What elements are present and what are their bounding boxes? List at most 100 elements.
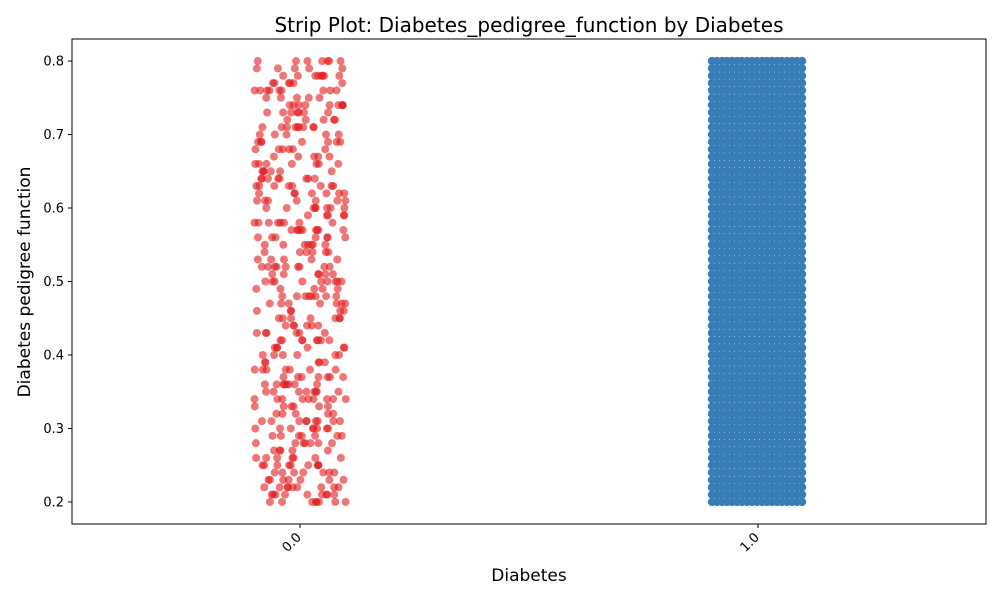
data-point xyxy=(323,395,332,404)
data-point xyxy=(258,461,267,470)
data-point xyxy=(314,226,323,235)
data-point xyxy=(301,115,310,124)
data-point xyxy=(268,270,277,279)
data-point xyxy=(259,167,268,176)
data-point xyxy=(797,475,807,485)
data-point xyxy=(316,181,325,190)
data-point xyxy=(341,497,350,506)
data-point xyxy=(290,64,299,73)
data-point xyxy=(797,189,807,198)
data-point xyxy=(797,269,807,279)
data-point xyxy=(797,387,807,396)
data-point xyxy=(268,79,277,88)
data-point xyxy=(256,86,265,95)
data-point xyxy=(276,284,285,293)
data-point xyxy=(272,380,281,389)
data-point xyxy=(303,211,312,220)
data-point xyxy=(304,461,313,470)
data-point xyxy=(275,483,284,492)
data-point xyxy=(310,284,319,293)
data-point xyxy=(311,196,320,205)
data-point xyxy=(288,446,297,455)
data-point xyxy=(252,64,261,73)
data-point xyxy=(286,306,295,315)
data-point xyxy=(335,417,344,426)
data-point xyxy=(264,475,273,484)
data-point xyxy=(284,299,293,308)
data-point xyxy=(797,233,807,242)
data-point xyxy=(288,145,297,154)
data-point xyxy=(270,130,279,139)
data-point xyxy=(797,277,807,286)
data-point xyxy=(251,439,260,448)
data-point xyxy=(307,255,316,264)
data-point xyxy=(797,56,807,66)
data-point xyxy=(285,461,294,470)
data-point xyxy=(273,395,282,404)
data-point xyxy=(305,64,314,73)
data-point xyxy=(260,248,269,257)
data-point xyxy=(285,365,294,374)
data-point xyxy=(329,409,338,418)
data-point xyxy=(292,196,301,205)
data-point xyxy=(341,196,350,205)
data-point xyxy=(797,350,807,360)
data-point xyxy=(322,424,331,433)
data-point xyxy=(311,233,320,242)
data-point xyxy=(264,218,273,227)
data-point xyxy=(288,483,297,492)
data-point xyxy=(299,123,308,132)
data-point xyxy=(292,292,301,301)
data-point xyxy=(334,387,343,396)
data-point xyxy=(797,461,807,470)
y-tick-label: 0.2 xyxy=(43,495,64,510)
data-point xyxy=(295,218,304,227)
data-point xyxy=(278,497,287,506)
data-point xyxy=(797,145,807,154)
data-point xyxy=(323,233,332,242)
data-point xyxy=(267,255,276,264)
data-point xyxy=(277,299,286,308)
data-point xyxy=(331,497,340,506)
data-point xyxy=(270,277,279,286)
data-point xyxy=(330,490,339,499)
data-point xyxy=(329,395,338,404)
data-point xyxy=(339,343,348,352)
data-point xyxy=(258,365,267,374)
data-point xyxy=(293,350,302,359)
data-point xyxy=(262,204,271,213)
data-point xyxy=(328,439,337,448)
data-point xyxy=(276,336,285,345)
data-point xyxy=(255,130,264,139)
data-point xyxy=(797,306,807,316)
data-point xyxy=(797,78,807,88)
data-point xyxy=(320,358,329,367)
data-point xyxy=(317,277,326,286)
data-point xyxy=(308,248,317,257)
data-point xyxy=(250,218,259,227)
points-layer xyxy=(250,56,807,507)
data-point xyxy=(250,395,259,404)
data-point xyxy=(338,79,347,88)
y-tick-label: 0.8 xyxy=(43,55,64,70)
data-point xyxy=(325,152,334,161)
data-point xyxy=(797,380,807,389)
data-point xyxy=(253,57,262,66)
data-point xyxy=(326,86,335,95)
data-point xyxy=(261,328,270,337)
data-point xyxy=(797,203,807,213)
data-point xyxy=(797,93,807,102)
data-point xyxy=(314,373,323,382)
data-point xyxy=(262,93,271,102)
data-point xyxy=(260,240,269,249)
data-point xyxy=(276,93,285,102)
data-point xyxy=(320,328,329,337)
x-tick-label: 1.0 xyxy=(738,530,763,555)
data-point xyxy=(321,145,330,154)
data-point xyxy=(290,189,299,198)
data-point xyxy=(325,101,334,110)
data-point xyxy=(329,181,338,190)
data-point xyxy=(316,299,325,308)
data-point xyxy=(275,174,284,183)
